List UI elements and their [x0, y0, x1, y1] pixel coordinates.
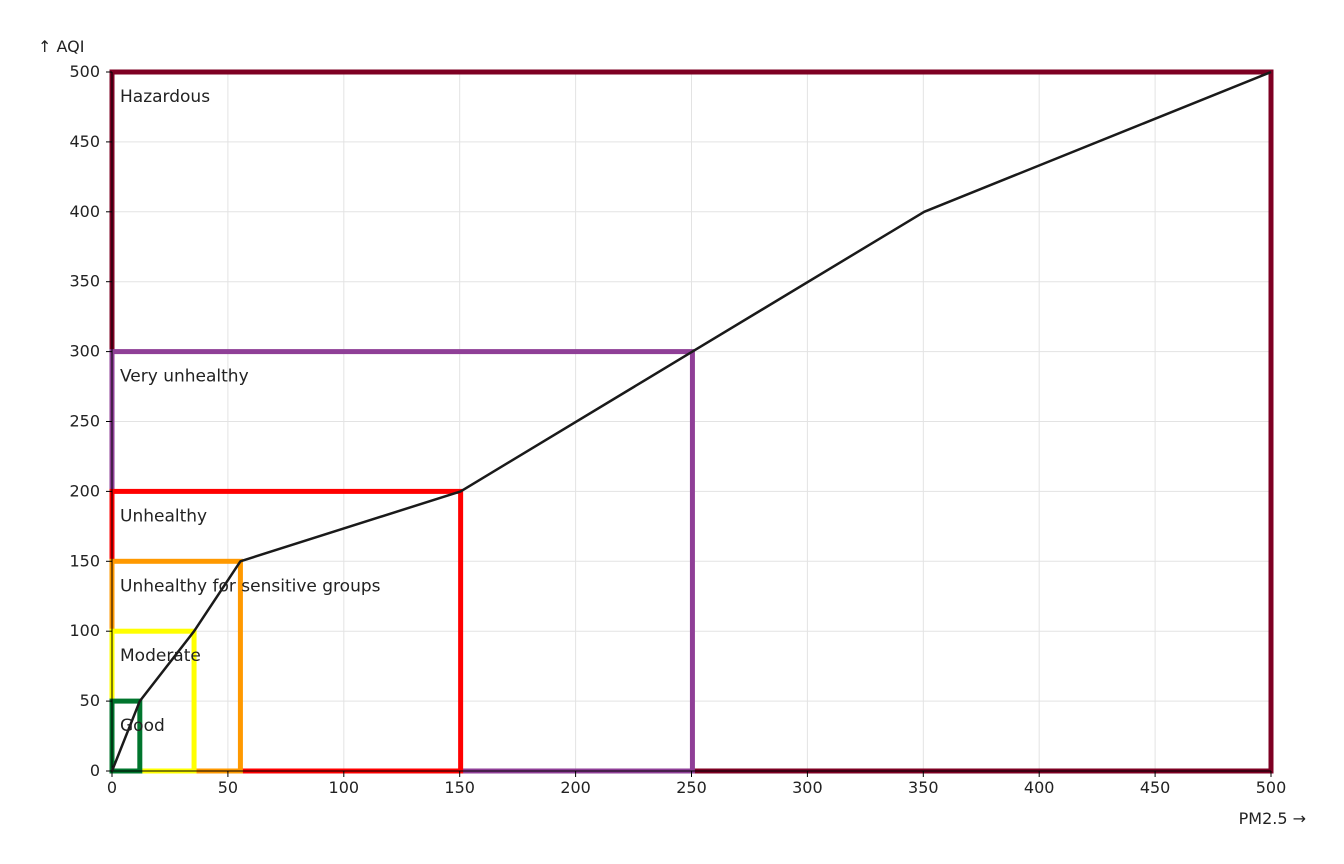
- x-axis-title: PM2.5 →: [1239, 809, 1306, 828]
- y-tick-label: 300: [69, 342, 100, 361]
- x-tick-label: 300: [792, 778, 823, 797]
- category-label-very-unhealthy: Very unhealthy: [120, 367, 249, 387]
- x-tick-label: 0: [107, 778, 117, 797]
- x-tick-label: 400: [1024, 778, 1055, 797]
- y-tick-label: 450: [69, 132, 100, 151]
- y-tick-label: 100: [69, 621, 100, 640]
- category-label-good: Good: [120, 716, 165, 736]
- x-tick-label: 500: [1256, 778, 1287, 797]
- y-tick-label: 0: [90, 761, 100, 780]
- y-tick-label: 50: [80, 691, 100, 710]
- axes: 0 50 100 150 200 250 300 350 400 450 500 0 50 100 150 2…: [69, 62, 1286, 797]
- aqi-curve-line: [110, 70, 1272, 772]
- x-tick-label: 200: [560, 778, 591, 797]
- y-tick-label: 350: [69, 272, 100, 291]
- y-tick-label: 150: [69, 551, 100, 570]
- aqi-curve-group: [110, 70, 1272, 772]
- y-tick-label: 500: [69, 62, 100, 81]
- y-tick-label: 400: [69, 202, 100, 221]
- y-tick-label: 200: [69, 481, 100, 500]
- y-tick-label: 250: [69, 412, 100, 431]
- x-tick-label: 50: [218, 778, 238, 797]
- category-label-unhealthy-for-sensitive-groups: Unhealthy for sensitive groups: [120, 576, 381, 596]
- x-tick-label: 350: [908, 778, 939, 797]
- x-tick-label: 250: [676, 778, 707, 797]
- category-label-unhealthy: Unhealthy: [120, 506, 207, 526]
- x-tick-label: 450: [1140, 778, 1171, 797]
- x-tick-label: 150: [444, 778, 475, 797]
- category-label-moderate: Moderate: [120, 646, 201, 666]
- category-labels: Hazardous Very unhealthy Unhealthy Unhealth…: [120, 87, 381, 736]
- category-label-hazardous: Hazardous: [120, 87, 210, 107]
- y-axis-title: ↑ AQI: [38, 37, 84, 56]
- x-tick-label: 100: [329, 778, 360, 797]
